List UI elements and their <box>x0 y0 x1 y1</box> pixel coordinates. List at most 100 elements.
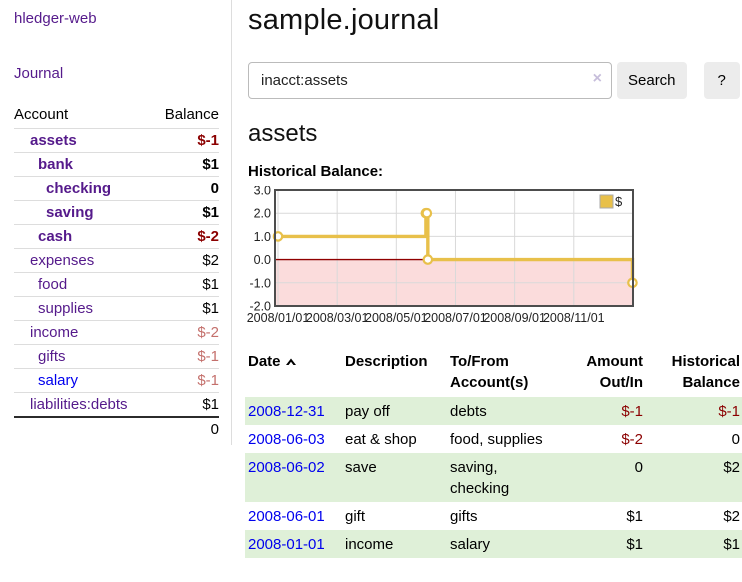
account-row: checking 0 <box>14 176 219 201</box>
transaction-date-link[interactable]: 2008-01-01 <box>248 535 325 553</box>
account-link[interactable]: expenses <box>30 252 95 269</box>
account-heading: assets <box>248 120 318 147</box>
search-input[interactable] <box>248 62 612 99</box>
account-balance: $-2 <box>197 228 219 245</box>
register-table: Date Description To/From Account(s) Amou… <box>245 347 742 558</box>
transaction-balance: $2 <box>723 458 740 476</box>
svg-text:2008/07/01: 2008/07/01 <box>424 311 487 325</box>
account-balance: $1 <box>202 204 219 221</box>
clear-search-icon[interactable]: × <box>592 70 602 87</box>
transaction-row: 2008-06-03 eat & shop food, supplies $-2 0 <box>245 425 742 453</box>
sort-ascending-icon <box>285 351 297 372</box>
transaction-row: 2008-06-01 gift gifts $1 $2 <box>245 502 742 530</box>
transaction-date-link[interactable]: 2008-06-03 <box>248 430 325 448</box>
transaction-row: 2008-06-02 save saving, checking 0 $2 <box>245 453 742 502</box>
transaction-date: 2008-06-01 <box>245 502 342 530</box>
transaction-amount: $1 <box>626 535 643 553</box>
transaction-date: 2008-06-03 <box>245 425 342 453</box>
transaction-row: 2008-12-31 pay off debts $-1 $-1 <box>245 397 742 425</box>
account-row: bank $1 <box>14 152 219 177</box>
transaction-balance: $-1 <box>718 402 740 420</box>
svg-text:-2.0: -2.0 <box>249 300 271 314</box>
search-form: × Search ? <box>248 62 742 99</box>
transaction-accounts: saving, checking <box>450 458 510 497</box>
account-link[interactable]: income <box>30 324 79 341</box>
search-input-wrap: × <box>248 62 612 99</box>
col-header-amount: Amount Out/In <box>586 353 643 391</box>
account-balance: $-1 <box>197 372 219 389</box>
transaction-date-link[interactable]: 2008-06-01 <box>248 507 325 525</box>
account-link[interactable]: assets <box>30 132 77 149</box>
transaction-accounts: salary <box>450 535 491 553</box>
svg-text:2.0: 2.0 <box>254 207 271 221</box>
account-link[interactable]: bank <box>38 156 74 173</box>
accounts-header-account: Account <box>14 106 69 123</box>
svg-text:2008/05/01: 2008/05/01 <box>365 311 428 325</box>
sidebar-item-journal[interactable]: Journal <box>14 65 64 82</box>
accounts-total-row: 0 <box>14 417 219 441</box>
transaction-balance: 0 <box>731 430 740 448</box>
main-content: sample.journal × Search ? assets Histori… <box>240 0 742 558</box>
account-link[interactable]: food <box>38 276 68 293</box>
register-header-row: Date Description To/From Account(s) Amou… <box>245 347 742 397</box>
accounts-header-balance: Balance <box>164 106 219 123</box>
account-row: saving $1 <box>14 200 219 225</box>
account-row: income $-2 <box>14 320 219 345</box>
transaction-date: 2008-06-02 <box>245 453 342 502</box>
account-balance: $1 <box>202 396 219 413</box>
account-row: cash $-2 <box>14 224 219 249</box>
transaction-accounts: debts <box>450 402 487 420</box>
chart-title: Historical Balance: <box>248 163 384 180</box>
accounts-table: Account Balance assets $-1 bank $1 checking 0… <box>14 103 219 441</box>
transaction-date: 2008-12-31 <box>245 397 342 425</box>
account-row: supplies $1 <box>14 296 219 321</box>
transaction-description: gift <box>345 507 366 525</box>
svg-text:0.0: 0.0 <box>254 253 271 267</box>
search-button[interactable]: Search <box>617 62 687 99</box>
account-balance: 0 <box>210 180 219 197</box>
brand-link[interactable]: hledger-web <box>14 10 97 27</box>
transaction-date: 2008-01-01 <box>245 530 342 558</box>
svg-text:2008/03/01: 2008/03/01 <box>306 311 369 325</box>
account-balance: $1 <box>202 300 219 317</box>
sidebar: hledger-web Journal Account Balance asse… <box>0 0 232 445</box>
account-row: food $1 <box>14 272 219 297</box>
account-link[interactable]: gifts <box>38 348 66 365</box>
accounts-total-spacer <box>14 417 153 441</box>
transaction-description: pay off <box>345 402 390 420</box>
account-balance: $2 <box>202 252 219 269</box>
transaction-date-link[interactable]: 2008-06-02 <box>248 458 325 476</box>
account-balance: $-2 <box>197 324 219 341</box>
svg-text:3.0: 3.0 <box>254 186 271 198</box>
account-link[interactable]: supplies <box>38 300 94 317</box>
transaction-description: save <box>345 458 377 476</box>
account-balance: $-1 <box>197 132 219 149</box>
account-link[interactable]: salary <box>38 372 79 389</box>
account-balance: $-1 <box>197 348 219 365</box>
transaction-accounts: gifts <box>450 507 478 525</box>
col-header-balance: Historical Balance <box>671 353 740 391</box>
col-header-accounts: To/From Account(s) <box>450 353 529 391</box>
svg-text:2008/09/01: 2008/09/01 <box>483 311 546 325</box>
legend-label: $ <box>615 194 623 209</box>
account-link[interactable]: cash <box>38 228 73 245</box>
legend-swatch <box>599 194 614 209</box>
account-row: assets $-1 <box>14 128 219 153</box>
transaction-description: eat & shop <box>345 430 417 448</box>
transaction-date-link[interactable]: 2008-12-31 <box>248 402 325 420</box>
col-header-description: Description <box>345 353 428 370</box>
account-row: gifts $-1 <box>14 344 219 369</box>
help-button[interactable]: ? <box>703 62 740 99</box>
transaction-amount: $-2 <box>621 430 643 448</box>
transaction-balance: $2 <box>723 507 740 525</box>
transaction-row: 2008-01-01 income salary $1 $1 <box>245 530 742 558</box>
account-link[interactable]: saving <box>46 204 94 221</box>
accounts-header-row: Account Balance <box>14 103 219 129</box>
transaction-accounts: food, supplies <box>450 430 543 448</box>
account-link[interactable]: liabilities:debts <box>30 396 128 413</box>
account-link[interactable]: checking <box>46 180 112 197</box>
col-header-date[interactable]: Date <box>245 347 342 397</box>
svg-text:1.0: 1.0 <box>254 230 271 244</box>
transaction-balance: $1 <box>723 535 740 553</box>
transaction-amount: $-1 <box>621 402 643 420</box>
